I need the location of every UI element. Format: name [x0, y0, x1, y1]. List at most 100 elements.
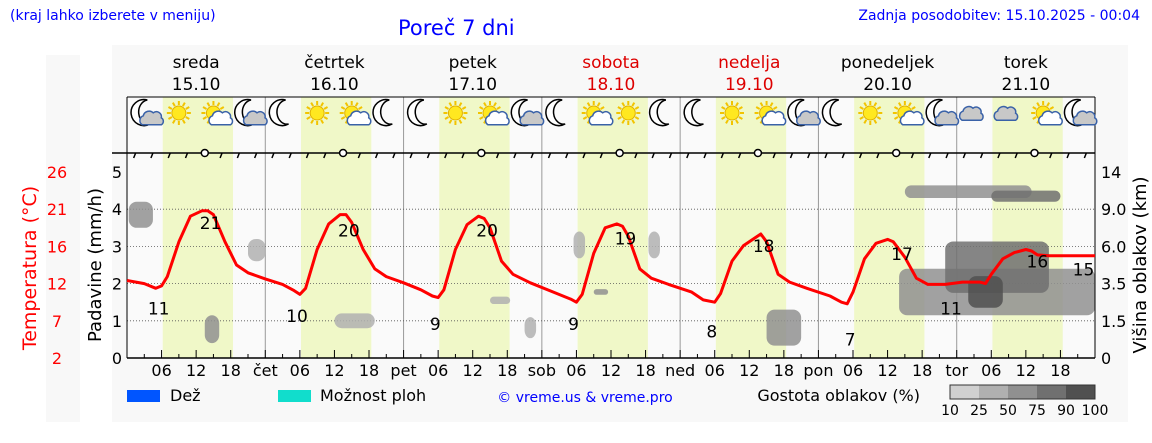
cloud-density-step: 90 [1057, 403, 1075, 419]
wind-barb-icon [392, 152, 396, 159]
wind-barb-icon [513, 152, 517, 159]
temperature-label: 7 [845, 330, 856, 350]
sun-ray [893, 116, 899, 120]
hour-tick-label: 06 [566, 361, 586, 380]
wind-barb-icon [357, 152, 362, 159]
day-name: nedelja [718, 53, 780, 73]
daylight-band [854, 97, 925, 358]
hour-tick-label: 06 [428, 361, 448, 380]
sun-ray [461, 106, 467, 110]
cloud-height-tick: 6.0 [1101, 237, 1126, 256]
sun-disc [862, 105, 878, 121]
sun-ray [738, 116, 743, 120]
sun-ray [340, 106, 346, 110]
calm-wind-icon [338, 148, 348, 158]
cloud-layer [573, 231, 586, 259]
wind-barb-icon [858, 152, 863, 159]
wind-barb-icon [1083, 152, 1088, 159]
day-name: sobota [582, 53, 640, 73]
sun-ray [310, 102, 315, 107]
showers-legend-label: Možnost ploh [320, 386, 426, 405]
cloud-layer [334, 313, 375, 329]
cloud-shape [588, 110, 614, 126]
sun-icon [720, 101, 744, 125]
sun-ray [206, 102, 211, 107]
cloud-layer [128, 201, 153, 228]
sun-ray [735, 102, 739, 107]
hour-tick-label: 18 [912, 361, 932, 380]
day-abbr-label: pet [390, 361, 416, 380]
sun-icon [166, 101, 191, 125]
sun-cloud-icon [892, 101, 925, 126]
temperature-label: 19 [615, 229, 637, 249]
day-date: 16.10 [310, 75, 359, 95]
sun-ray [320, 119, 325, 124]
sun-ray [631, 119, 636, 124]
wind-barb-icon [910, 152, 915, 159]
calm-wind-icon [200, 148, 210, 158]
daylight-band [162, 97, 234, 358]
temperature-label: 20 [476, 222, 498, 242]
wind-barb-icon [945, 152, 949, 159]
precip-tick: 3 [112, 237, 122, 256]
moon-icon [406, 98, 428, 127]
moon-icon [683, 98, 704, 127]
day-abbr-label: pon [803, 361, 833, 380]
wind-barb-icon [841, 152, 846, 159]
sun-ray [721, 116, 726, 120]
sun-ray [483, 102, 487, 107]
hour-tick-label: 12 [601, 361, 621, 380]
wind-barb-icon [634, 152, 638, 159]
temp-axis-label: Temperatura (°C) [19, 186, 41, 351]
sun-ray [167, 106, 173, 110]
cloud-shape [484, 110, 510, 126]
cloud-shape [242, 110, 268, 126]
sun-ray [586, 102, 591, 107]
sun-ray [167, 116, 173, 120]
sun-ray [755, 106, 761, 110]
sun-ray [873, 102, 878, 107]
day-name: ponedeljek [841, 53, 935, 73]
moon-crescent [545, 98, 566, 127]
temperature-label: 18 [753, 237, 775, 257]
wind-barb-icon [150, 152, 154, 159]
temperature-label: 21 [200, 214, 222, 234]
cloud-shape [346, 110, 372, 126]
wind-barb-icon [236, 152, 241, 159]
moon-icon [268, 98, 289, 127]
cloud-layer [204, 315, 220, 344]
sun-ray [185, 116, 190, 120]
wind-barb-icon [962, 152, 967, 159]
wind-barb-icon [876, 152, 880, 159]
temperature-line [126, 209, 1095, 306]
temperature-label: 15 [1073, 260, 1095, 280]
temp-tick: 2 [52, 349, 62, 368]
wind-barb-icon [374, 152, 379, 159]
cloud-height-tick: 3.5 [1101, 275, 1126, 294]
sun-ray [306, 106, 311, 110]
sun-ray [582, 106, 588, 110]
hour-tick-label: 18 [359, 361, 379, 380]
cloud-shape [1038, 110, 1063, 126]
sun-ray [772, 106, 778, 110]
hour-tick-label: 12 [324, 361, 344, 380]
wind-barb-icon [530, 152, 534, 159]
cloud-shape [899, 110, 925, 126]
moon-crescent [372, 98, 393, 127]
sun-disc [620, 105, 636, 121]
hour-tick-label: 18 [497, 361, 517, 380]
wind-barb-icon [167, 152, 171, 159]
sun-ray [458, 119, 463, 124]
wind-barb-icon [547, 152, 552, 159]
temperature-label: 10 [286, 307, 308, 327]
sun-cloud-icon [339, 101, 372, 126]
wind-barb-icon [789, 152, 794, 159]
cloud-density-scale [949, 384, 1096, 400]
wind-barb-icon [651, 152, 655, 159]
wind-barb-icon [703, 152, 707, 159]
moon-cloud-icon [1063, 98, 1098, 127]
rain-legend-swatch [127, 390, 160, 402]
wind-barb-icon [305, 152, 310, 159]
sun-ray [344, 102, 349, 107]
